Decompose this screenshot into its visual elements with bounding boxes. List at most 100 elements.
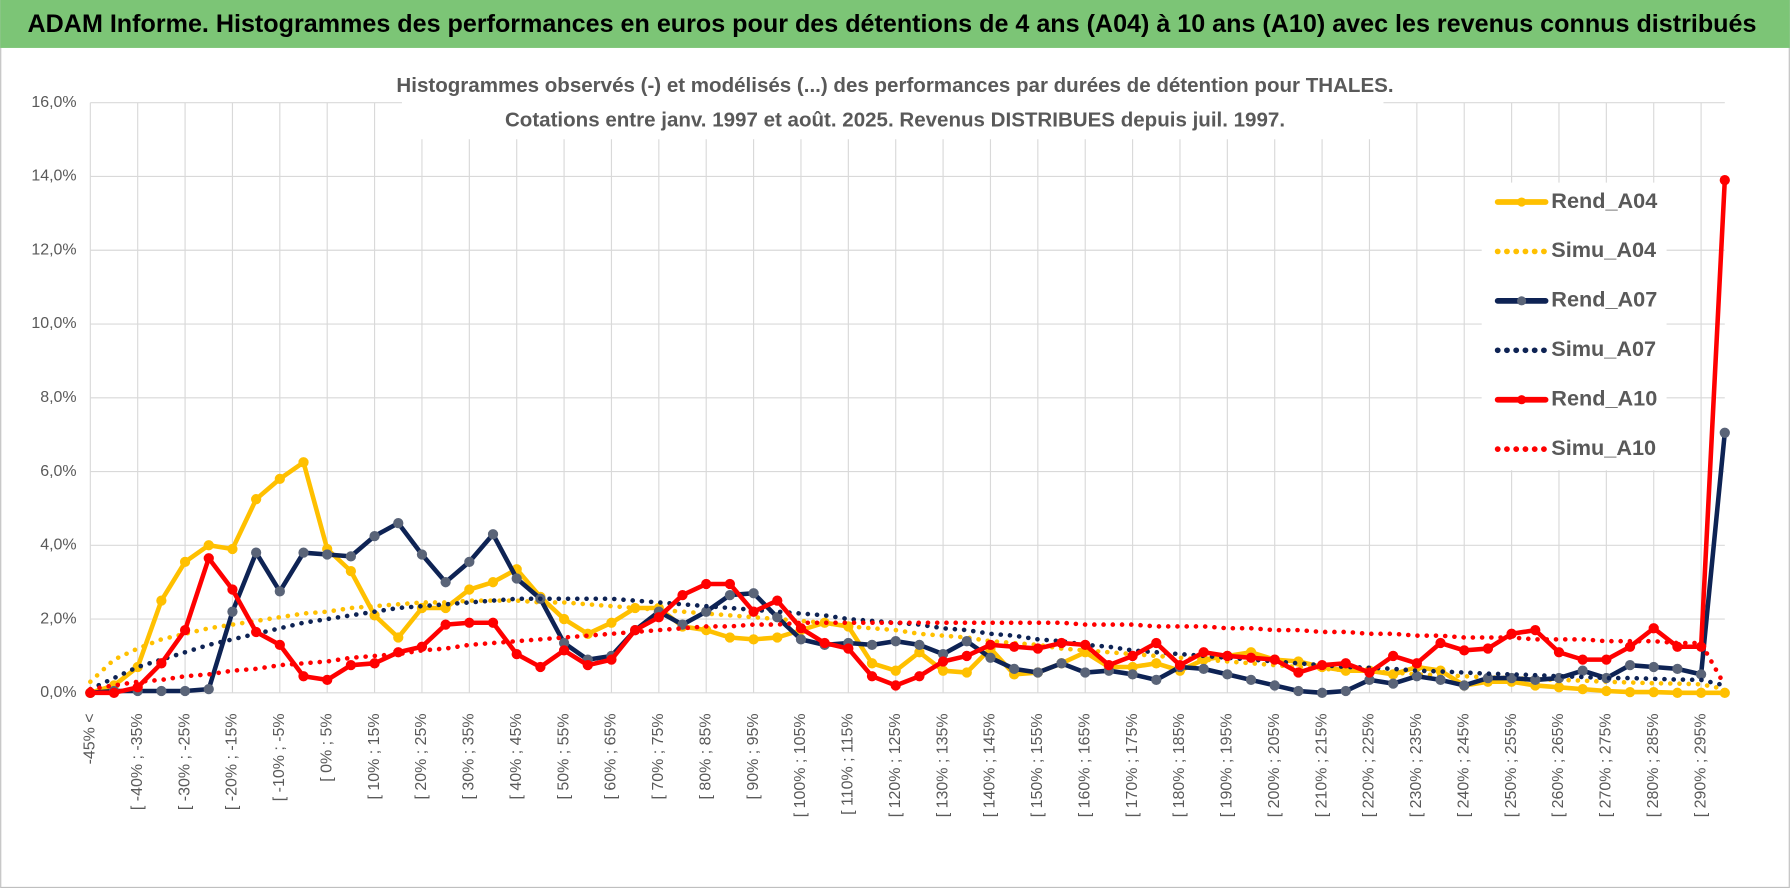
x-tick-label: [ 100% ; 105%	[792, 713, 809, 817]
point	[511, 573, 522, 584]
legend-marker	[1517, 296, 1527, 306]
point	[985, 639, 996, 651]
x-tick-label: [ 90% ; 95%	[745, 713, 762, 799]
point	[1151, 674, 1162, 686]
point	[1080, 639, 1091, 651]
point	[772, 595, 783, 606]
x-tick-label: [ 210% ; 215%	[1313, 713, 1330, 817]
x-tick-label: [ -40% ; -35%	[129, 713, 146, 810]
point	[701, 606, 712, 617]
legend-label: Simu_A07	[1551, 336, 1656, 361]
point	[227, 543, 238, 555]
point	[1151, 658, 1162, 669]
observed-line	[88, 430, 1728, 696]
point	[724, 578, 736, 590]
x-tick-label: [ 260% ; 265%	[1550, 713, 1567, 817]
x-tick-label: [ 130% ; 135%	[934, 713, 951, 817]
x-tick-label: [ 150% ; 155%	[1029, 713, 1046, 817]
x-tick-label: [ 190% ; 195%	[1219, 713, 1236, 817]
point	[1174, 660, 1186, 671]
point	[606, 654, 617, 665]
point	[866, 671, 878, 682]
y-tick-label: 16,0%	[31, 94, 76, 111]
point	[298, 457, 309, 468]
x-tick-label: [ 200% ; 205%	[1266, 713, 1283, 817]
point	[251, 626, 262, 638]
point	[1411, 671, 1422, 682]
point	[203, 540, 214, 551]
point	[1648, 623, 1659, 634]
point	[1459, 680, 1470, 691]
point	[1009, 663, 1020, 674]
point	[1198, 647, 1209, 658]
point	[985, 652, 996, 663]
x-tick-label: [ 60% ; 65%	[603, 713, 620, 799]
point	[1435, 637, 1446, 649]
legend-label: Rend_A10	[1551, 385, 1657, 410]
point	[1245, 652, 1257, 663]
point	[345, 551, 357, 562]
point	[795, 623, 807, 634]
point	[819, 637, 830, 649]
point	[1648, 686, 1659, 698]
point	[914, 671, 925, 682]
legend-label: Rend_A04	[1551, 188, 1657, 213]
point	[1435, 674, 1446, 686]
point	[961, 650, 972, 662]
x-tick-label: [ 160% ; 165%	[1076, 713, 1093, 817]
point	[440, 577, 451, 588]
point	[440, 619, 451, 630]
point	[1103, 660, 1115, 671]
point	[1293, 667, 1304, 678]
point	[606, 617, 617, 628]
point	[393, 518, 404, 529]
point	[1624, 641, 1636, 652]
point	[1482, 643, 1494, 654]
point	[795, 634, 807, 645]
point	[1056, 658, 1067, 669]
point	[156, 595, 167, 606]
point	[677, 619, 688, 630]
point	[322, 549, 333, 560]
chart-title: Histogrammes observés (-) et modélisés (…	[396, 74, 1393, 97]
point	[1719, 427, 1730, 438]
x-tick-label: [ 0% ; 5%	[318, 713, 335, 781]
legend-marker	[1517, 395, 1527, 405]
point	[535, 661, 546, 673]
point	[511, 648, 522, 660]
point	[179, 624, 191, 636]
point	[274, 586, 285, 597]
y-tick-label: 10,0%	[31, 315, 76, 332]
point	[274, 639, 285, 651]
observed-line	[88, 460, 1728, 696]
y-tick-label: 14,0%	[31, 168, 76, 185]
point	[345, 565, 357, 577]
point	[961, 667, 972, 678]
y-tick-label: 12,0%	[31, 241, 76, 258]
point	[369, 530, 380, 542]
point	[108, 687, 120, 698]
point	[1364, 667, 1375, 678]
point	[1601, 685, 1612, 697]
point	[748, 606, 759, 617]
point	[203, 553, 214, 564]
x-tick-label: [ -30% ; -25%	[176, 713, 193, 810]
x-tick-label: [ 120% ; 125%	[887, 713, 904, 817]
point	[653, 612, 664, 623]
x-tick-label: [ 50% ; 55%	[555, 713, 572, 799]
point	[487, 617, 499, 628]
point	[1459, 645, 1470, 656]
y-tick-label: 8,0%	[40, 389, 76, 406]
point	[1577, 654, 1588, 665]
point	[1624, 660, 1636, 671]
point	[322, 674, 333, 686]
point	[1056, 637, 1067, 649]
x-tick-label: [ 70% ; 75%	[650, 713, 667, 799]
point	[132, 682, 143, 693]
legend-label: Simu_A10	[1551, 435, 1656, 460]
point	[1151, 637, 1162, 649]
point	[1388, 650, 1399, 662]
point	[1411, 658, 1422, 669]
x-tick-label: [ 80% ; 85%	[697, 713, 714, 799]
point	[227, 584, 238, 595]
